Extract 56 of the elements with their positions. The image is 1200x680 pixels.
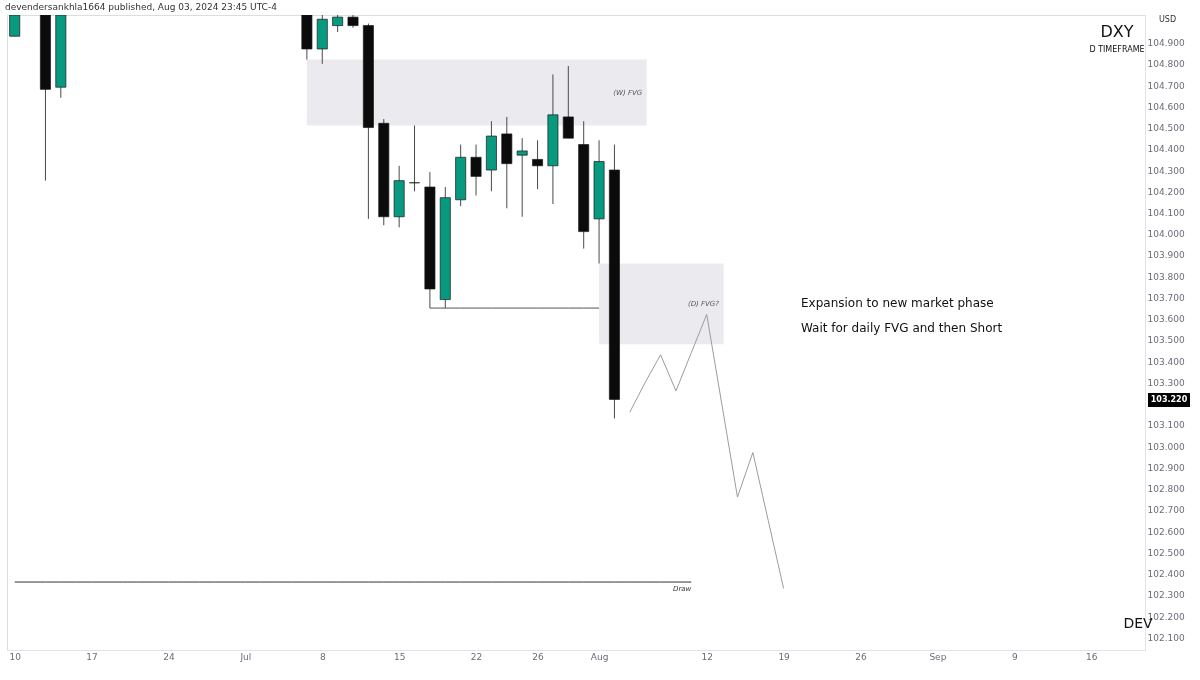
candlestick — [470, 144, 482, 197]
text: devendersankhla1664 published, Aug 03, 2024 23:45 UTC-4 — [5, 2, 278, 12]
annotation: Wait for daily FVG and then Short — [801, 321, 1003, 335]
y-tick-label: 102.100 — [1147, 632, 1185, 643]
text: DXY — [1100, 22, 1134, 41]
y-tick-label: 103.700 — [1147, 292, 1185, 303]
candlestick — [562, 65, 574, 139]
y-tick-label: 102.500 — [1147, 547, 1185, 558]
y-tick-label: 102.900 — [1147, 462, 1185, 473]
y-tick-label: 103.900 — [1147, 250, 1185, 261]
x-tick-label: 8 — [319, 651, 326, 662]
y-tick-label: 104.900 — [1147, 38, 1185, 49]
x-tick-label: 24 — [163, 651, 175, 662]
y-tick-label: 104.600 — [1147, 101, 1185, 112]
y-axis-title: USD — [1158, 14, 1177, 24]
y-tick-label: 104.300 — [1147, 165, 1185, 176]
candlestick — [9, 15, 21, 37]
y-tick-label: 103.100 — [1147, 420, 1185, 431]
y-tick-label: 103.800 — [1147, 271, 1185, 282]
candlestick — [516, 137, 528, 218]
x-tick-label: 9 — [1011, 651, 1018, 662]
y-tick-label: 104.800 — [1147, 59, 1185, 70]
y-tick-label: 102.400 — [1147, 569, 1185, 580]
y-tick-label: 104.500 — [1147, 123, 1185, 134]
annotation: Expansion to new market phase — [801, 296, 994, 310]
candlestick — [409, 124, 420, 192]
x-tick-label: Jul — [239, 651, 252, 662]
text: D TIMEFRAME — [1089, 45, 1145, 54]
x-tick-label: Aug — [590, 651, 609, 662]
x-tick-label: 10 — [9, 651, 22, 662]
y-tick-label: 104.200 — [1147, 186, 1185, 197]
y-tick-label: 104.000 — [1147, 229, 1185, 240]
x-tick-label: 16 — [1085, 651, 1098, 662]
y-tick-label: 103.300 — [1147, 377, 1185, 388]
y-tick-label: 104.700 — [1147, 80, 1185, 91]
y-tick-label: 102.800 — [1147, 484, 1185, 495]
y-tick-label: 102.700 — [1147, 505, 1185, 516]
x-tick-label: 15 — [393, 651, 406, 662]
candlestick — [532, 139, 543, 190]
line-series — [629, 313, 785, 589]
x-tick-label: 17 — [86, 651, 98, 662]
y-tick-label: 104.100 — [1147, 208, 1185, 219]
text: 103.220 — [1150, 395, 1188, 404]
x-tick-label: 26 — [532, 651, 545, 662]
y-tick-label: 102.600 — [1147, 526, 1185, 537]
x-tick-label: Sep — [929, 651, 947, 662]
y-tick-label: 103.400 — [1147, 356, 1185, 367]
x-tick-label: 26 — [855, 651, 867, 662]
x-tick-label: 12 — [701, 651, 713, 662]
x-tick-label: 22 — [470, 651, 483, 662]
y-tick-label: 103.500 — [1147, 335, 1185, 346]
y-tick-label: 103.600 — [1147, 314, 1185, 325]
x-tick-label: 19 — [778, 651, 791, 662]
y-tick-label: 104.400 — [1147, 144, 1185, 155]
y-tick-label: 103.000 — [1147, 441, 1185, 452]
y-tick-label: 102.300 — [1147, 590, 1185, 601]
